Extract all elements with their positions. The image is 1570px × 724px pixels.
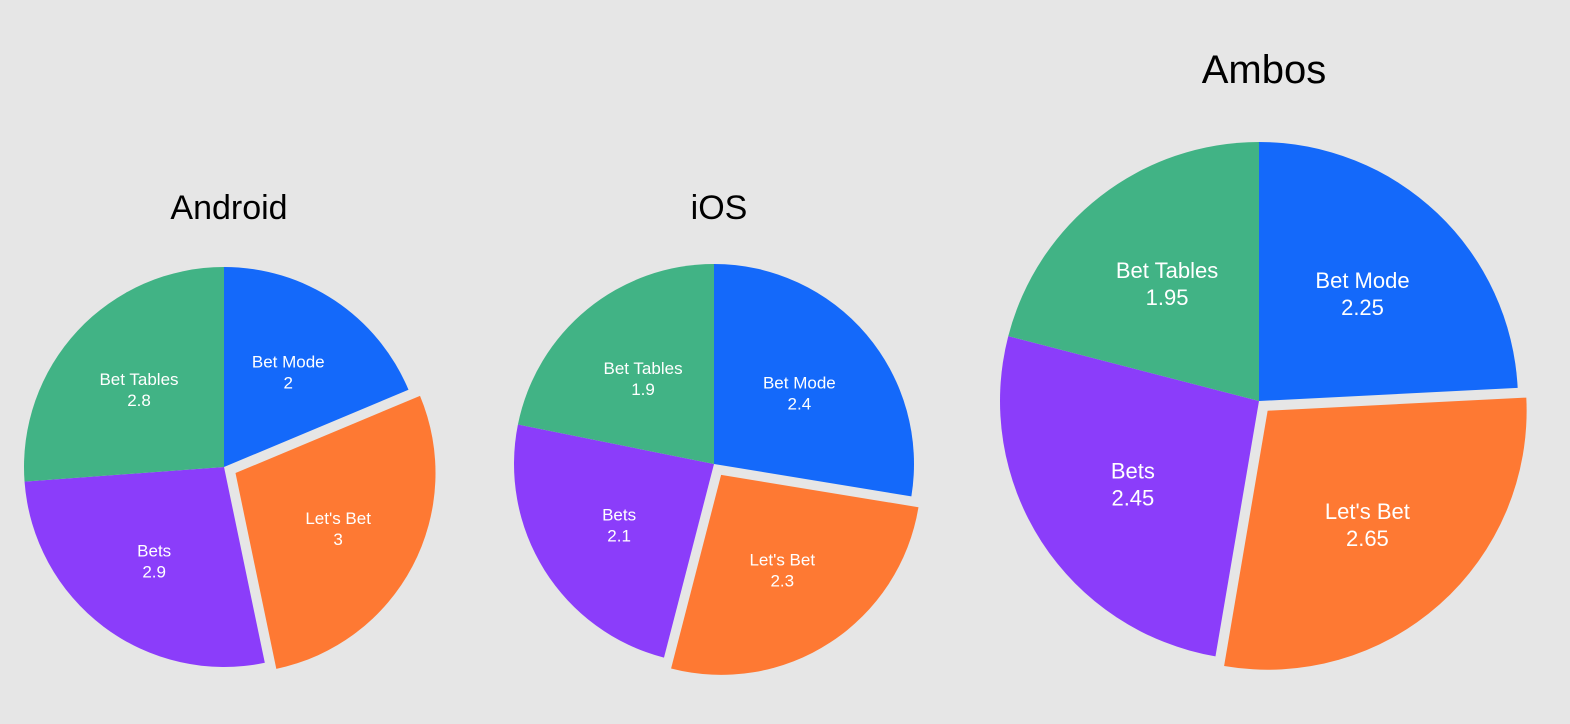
slice-name: Bet Tables (99, 370, 178, 389)
slice-label-android-bet-mode: Bet Mode 2 (252, 352, 325, 392)
slice-label-android-bet-tables: Bet Tables 2.8 (99, 370, 178, 410)
pie-slice-ios-bet-tables (517, 264, 714, 464)
slice-value: 2.8 (127, 391, 151, 410)
pie-chart-ios: iOS Bet Mode 2.4 Let's Bet 2.3 Bets 2.1 Bet Ta… (514, 189, 919, 675)
slice-value: 2.9 (142, 562, 166, 581)
slice-name: Let's Bet (1325, 499, 1410, 524)
slice-label-ios-bet-tables: Bet Tables 1.9 (604, 359, 683, 399)
pie-slice-ios-bets (514, 424, 714, 658)
slice-label-ios-let-s-bet: Let's Bet 2.3 (749, 551, 815, 591)
slice-label-ambos-bet-tables: Bet Tables 1.95 (1116, 258, 1218, 310)
pie-slices-ambos: Bet Mode 2.25 Let's Bet 2.65 Bets 2.45 Bet Tab… (999, 142, 1527, 670)
slice-name: Bet Mode (1315, 268, 1409, 293)
slice-label-ambos-bet-mode: Bet Mode 2.25 (1315, 268, 1409, 320)
slice-label-ios-bet-mode: Bet Mode 2.4 (763, 373, 836, 413)
slice-value: 2 (284, 373, 293, 392)
pie-slice-android-let-s-bet (235, 395, 436, 669)
chart-title-ios: iOS (691, 189, 748, 227)
slice-name: Bets (1111, 459, 1155, 484)
slice-value: 2.1 (607, 526, 631, 545)
slice-label-android-bets: Bets 2.9 (137, 541, 171, 581)
slice-name: Let's Bet (749, 551, 815, 570)
slice-name: Bet Mode (252, 352, 325, 371)
pie-slices-android: Bet Mode 2 Let's Bet 3 Bets 2.9 Bet Tables 2.8 (23, 267, 436, 669)
pie-slice-android-bets (24, 467, 265, 668)
chart-title-android: Android (170, 189, 287, 227)
slice-value: 2.45 (1111, 486, 1154, 511)
pie-slice-android-bet-tables (23, 267, 224, 482)
pie-slice-ambos-bets (999, 336, 1259, 657)
slice-label-ios-bets: Bets 2.1 (602, 505, 636, 545)
chart-title-ambos: Ambos (1202, 48, 1327, 92)
slice-value: 2.4 (788, 394, 812, 413)
slice-value: 3 (333, 530, 342, 549)
pie-slice-ios-bet-mode (714, 264, 915, 497)
slice-value: 2.3 (770, 572, 794, 591)
slice-label-ambos-bets: Bets 2.45 (1111, 459, 1155, 511)
slice-name: Let's Bet (305, 509, 371, 528)
slice-value: 1.95 (1146, 285, 1189, 310)
pie-slice-ios-let-s-bet (671, 474, 919, 675)
slice-name: Bet Mode (763, 373, 836, 392)
slice-name: Bets (137, 541, 171, 560)
pie-slice-ambos-let-s-bet (1224, 397, 1527, 670)
slice-label-ambos-let-s-bet: Let's Bet 2.65 (1325, 499, 1410, 551)
pie-slice-ambos-bet-mode (1259, 142, 1518, 401)
pie-slices-ios: Bet Mode 2.4 Let's Bet 2.3 Bets 2.1 Bet Tables… (514, 264, 919, 675)
pie-chart-android: Android Bet Mode 2 Let's Bet 3 Bets 2.9 Bet Ta… (23, 189, 436, 669)
slice-value: 2.25 (1341, 295, 1384, 320)
slice-name: Bets (602, 505, 636, 524)
slice-label-android-let-s-bet: Let's Bet 3 (305, 509, 371, 549)
slice-value: 2.65 (1346, 526, 1389, 551)
pie-slice-ambos-bet-tables (1008, 142, 1259, 401)
slice-name: Bet Tables (1116, 258, 1218, 283)
slice-value: 1.9 (631, 380, 655, 399)
pie-slice-android-bet-mode (224, 267, 409, 467)
slice-name: Bet Tables (604, 359, 683, 378)
